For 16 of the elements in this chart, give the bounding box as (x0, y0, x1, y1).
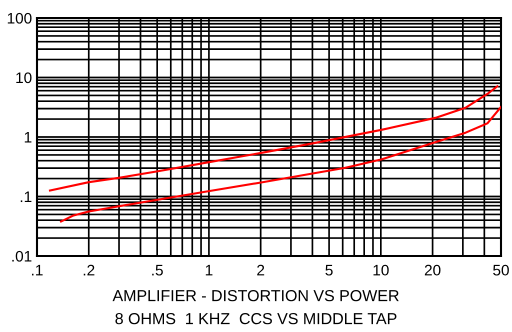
x-tick-label: .5 (152, 264, 163, 276)
x-tick-label: 50 (493, 264, 509, 276)
x-tick-label: .2 (84, 264, 94, 276)
x-tick-label: 5 (325, 264, 333, 276)
y-tick-label: 10 (16, 72, 32, 84)
x-tick-label: 2 (257, 264, 264, 276)
y-tick-label: .1 (20, 192, 32, 202)
x-tick-label: 10 (374, 264, 389, 276)
y-tick-label: .01 (12, 250, 32, 262)
y-tick-label: 1 (24, 132, 32, 143)
x-tick-label: 1 (206, 264, 212, 276)
y-tick-label: 100 (8, 12, 32, 24)
text: 8 OHMS 1 KHZ CCS VS MIDDLE TAP (115, 312, 396, 324)
x-tick-label: 20 (424, 264, 440, 276)
x-tick-label: .1 (32, 264, 43, 276)
text: AMPLIFIER - DISTORTION VS POWER (112, 290, 399, 302)
